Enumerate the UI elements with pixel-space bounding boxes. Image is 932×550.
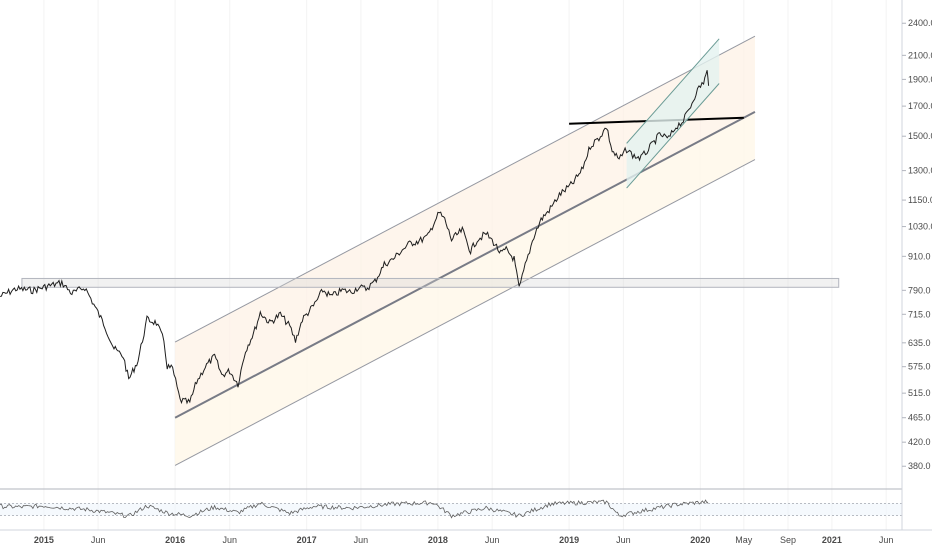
time-tick-label: 2019 (559, 535, 579, 545)
rsi-line[interactable] (0, 499, 709, 519)
price-tick-label: 910.0 (908, 251, 931, 261)
channel-middle-trendline[interactable] (174, 110, 756, 419)
wedge-channel-fill[interactable] (626, 38, 720, 189)
support-zone-rectangle[interactable] (21, 277, 840, 288)
time-tick-label: 2020 (690, 535, 710, 545)
price-tick-label: 2100.0 (908, 50, 932, 60)
wedge-lower-line[interactable] (626, 83, 720, 189)
price-tick-label: 635.0 (908, 338, 931, 348)
price-axis[interactable]: 2400.0 2100.0 1900.0 1700.0 1500.0 1300.0 1150… (902, 18, 932, 471)
time-tick-label: Jun (616, 535, 631, 545)
time-tick-label: Jun (222, 535, 237, 545)
price-series-layer (0, 70, 710, 405)
channel-lower-line[interactable] (174, 159, 756, 466)
price-tick-label: 575.0 (908, 362, 931, 372)
wedge-upper-line[interactable] (626, 38, 720, 144)
rsi-band (0, 503, 902, 516)
time-axis[interactable]: 2015 Jun 2016 Jun 2017 Jun 2018 Jun 2019 Jun 2020 M… (34, 535, 894, 545)
time-tick-label: 2017 (297, 535, 317, 545)
time-tick-label: Jun (485, 535, 500, 545)
time-tick-label: 2016 (165, 535, 185, 545)
price-tick-label: 790.0 (908, 285, 931, 295)
price-line[interactable] (0, 70, 710, 405)
time-tick-label: May (735, 535, 753, 545)
time-tick-label: Jun (879, 535, 894, 545)
time-tick-label: 2015 (34, 535, 54, 545)
price-tick-label: 715.0 (908, 309, 931, 319)
price-tick-label: 380.0 (908, 461, 931, 471)
time-tick-label: Jun (354, 535, 369, 545)
time-tick-label: Sep (780, 535, 796, 545)
price-tick-label: 1500.0 (908, 131, 932, 141)
price-tick-label: 1030.0 (908, 222, 932, 232)
price-tick-label: 2400.0 (908, 18, 932, 28)
time-tick-label: Jun (91, 535, 106, 545)
time-tick-label: 2021 (822, 535, 842, 545)
drawing-tools-layer (21, 35, 840, 466)
upper-channel-band[interactable] (175, 36, 755, 418)
lower-channel-band[interactable] (175, 111, 755, 466)
channel-upper-line[interactable] (174, 35, 756, 343)
price-tick-label: 1900.0 (908, 74, 932, 84)
price-tick-label: 515.0 (908, 388, 931, 398)
price-tick-label: 1700.0 (908, 101, 932, 111)
price-tick-label: 1150.0 (908, 195, 932, 205)
rsi-pane[interactable] (0, 499, 902, 519)
time-tick-label: 2018 (428, 535, 448, 545)
price-tick-label: 465.0 (908, 413, 931, 423)
price-tick-label: 1300.0 (908, 166, 932, 176)
price-tick-label: 420.0 (908, 437, 931, 447)
